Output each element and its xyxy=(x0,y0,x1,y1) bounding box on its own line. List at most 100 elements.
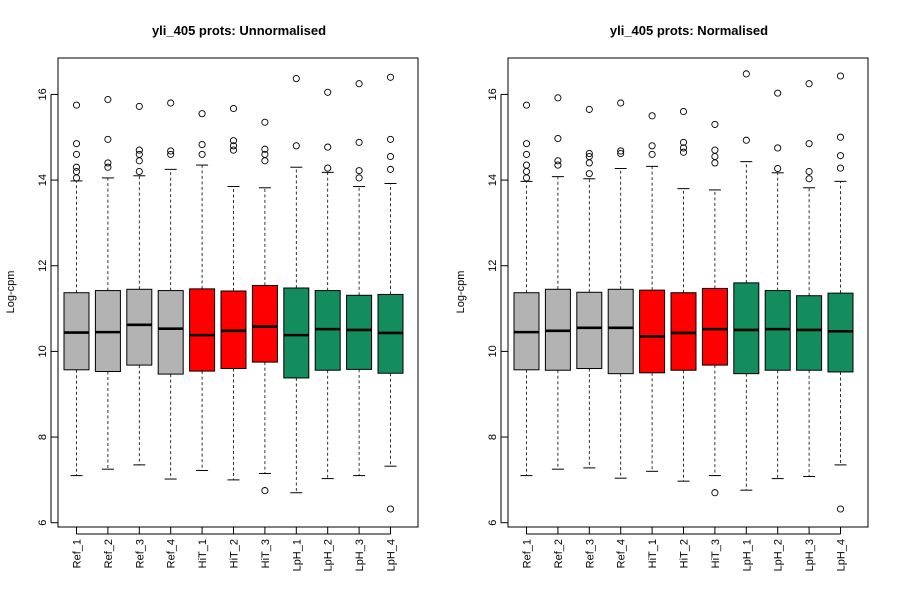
outlier-point xyxy=(774,164,782,173)
box xyxy=(576,291,603,370)
y-tick-label: 10 xyxy=(37,345,49,357)
outlier-point xyxy=(554,134,562,143)
outlier-point xyxy=(522,174,531,182)
outlier-point xyxy=(198,140,206,149)
outlier-point xyxy=(742,136,750,144)
outlier-point xyxy=(292,75,300,83)
y-tick-label: 16 xyxy=(487,88,499,100)
x-tick-label: HiT_2 xyxy=(229,539,241,568)
x-tick-label: LpH_2 xyxy=(323,539,335,571)
x-tick-label: LpH_1 xyxy=(741,539,753,571)
outlier-point xyxy=(648,112,656,120)
outlier-point xyxy=(522,150,531,158)
outlier-point xyxy=(711,159,719,167)
outlier-point xyxy=(711,489,719,497)
chart-title: yli_405 prots: Normalised xyxy=(610,23,768,38)
outlier-point xyxy=(774,144,782,152)
outlier-point xyxy=(135,167,143,176)
x-tick-label: Ref_1 xyxy=(522,539,534,568)
x-tick-label: LpH_1 xyxy=(291,539,303,571)
x-tick-label: Ref_2 xyxy=(553,539,565,568)
y-tick-label: 14 xyxy=(487,174,499,186)
outlier-point xyxy=(617,99,625,107)
x-tick-label: LpH_4 xyxy=(386,539,398,571)
outlier-point xyxy=(229,137,238,145)
outlier-point xyxy=(104,135,112,143)
outlier-point xyxy=(679,148,688,156)
box xyxy=(126,288,153,366)
outlier-point xyxy=(585,152,593,161)
outlier-point xyxy=(711,152,719,161)
outlier-point xyxy=(72,150,81,158)
x-tick-label: HiT_1 xyxy=(197,539,209,568)
outlier-point xyxy=(585,170,593,178)
y-tick-label: 12 xyxy=(487,260,499,272)
outlier-point xyxy=(386,73,395,81)
outlier-point xyxy=(836,164,845,172)
box xyxy=(670,292,697,371)
outlier-point xyxy=(648,142,656,150)
outlier-point xyxy=(836,505,845,513)
outlier-point xyxy=(585,105,593,113)
outlier-point xyxy=(104,163,112,171)
y-tick-label: 12 xyxy=(37,260,49,272)
outlier-point xyxy=(554,157,562,165)
outlier-point xyxy=(522,161,531,169)
outlier-point xyxy=(836,72,845,80)
outlier-point xyxy=(648,150,656,158)
outlier-point xyxy=(711,120,719,128)
outlier-point xyxy=(135,102,143,110)
outlier-point xyxy=(742,70,750,78)
x-tick-label: LpH_3 xyxy=(804,539,816,571)
box xyxy=(346,294,373,370)
outlier-point xyxy=(679,144,688,152)
outlier-point xyxy=(324,164,332,172)
plot-marks: 6 8 10 12 14 16 Ref_1 Ref_2 Ref_3 Ref_4 HiT_1 HiT_2… xyxy=(37,73,404,571)
plot-marks: 6 8 10 12 14 16 Ref_1 Ref_2 Ref_3 Ref_4 HiT_1 HiT_2… xyxy=(487,70,854,571)
outlier-point xyxy=(324,88,332,96)
box xyxy=(701,287,728,366)
outlier-point xyxy=(585,159,593,167)
outlier-point xyxy=(386,135,395,143)
box xyxy=(733,282,760,375)
outlier-point xyxy=(104,95,112,104)
outlier-point xyxy=(386,165,395,173)
outlier-point xyxy=(554,161,562,169)
x-tick-label: HiT_2 xyxy=(679,539,691,568)
x-tick-label: LpH_3 xyxy=(354,539,366,571)
outlier-point xyxy=(836,133,845,141)
plot-frame xyxy=(57,57,419,528)
outlier-point xyxy=(774,89,782,97)
outlier-point xyxy=(355,138,363,146)
box xyxy=(796,295,823,371)
outlier-point xyxy=(522,140,531,148)
box xyxy=(607,288,634,375)
outlier-point xyxy=(135,150,143,158)
outlier-point xyxy=(522,167,531,176)
x-tick-label: Ref_4 xyxy=(166,539,178,568)
y-axis-label: Log-cpm xyxy=(5,271,17,314)
outlier-point xyxy=(261,118,269,126)
outlier-point xyxy=(229,142,238,150)
outlier-point xyxy=(292,142,300,150)
chart-title: yli_405 prots: Unnormalised xyxy=(152,23,326,38)
outlier-point xyxy=(135,146,143,154)
plot-frame xyxy=(507,57,869,528)
outlier-point xyxy=(355,80,363,88)
outlier-point xyxy=(324,143,332,151)
outlier-point xyxy=(617,149,625,158)
outlier-point xyxy=(805,175,813,183)
y-tick-label: 8 xyxy=(487,434,499,440)
outlier-point xyxy=(386,152,395,161)
outlier-point xyxy=(554,94,562,102)
outlier-point xyxy=(229,146,238,154)
box xyxy=(157,290,184,375)
outlier-point xyxy=(135,157,143,165)
y-tick-label: 8 xyxy=(37,434,49,440)
outlier-point xyxy=(229,104,238,113)
outlier-point xyxy=(167,99,175,107)
y-tick-label: 6 xyxy=(37,520,49,526)
y-tick-label: 16 xyxy=(37,88,49,100)
outlier-point xyxy=(104,159,112,167)
